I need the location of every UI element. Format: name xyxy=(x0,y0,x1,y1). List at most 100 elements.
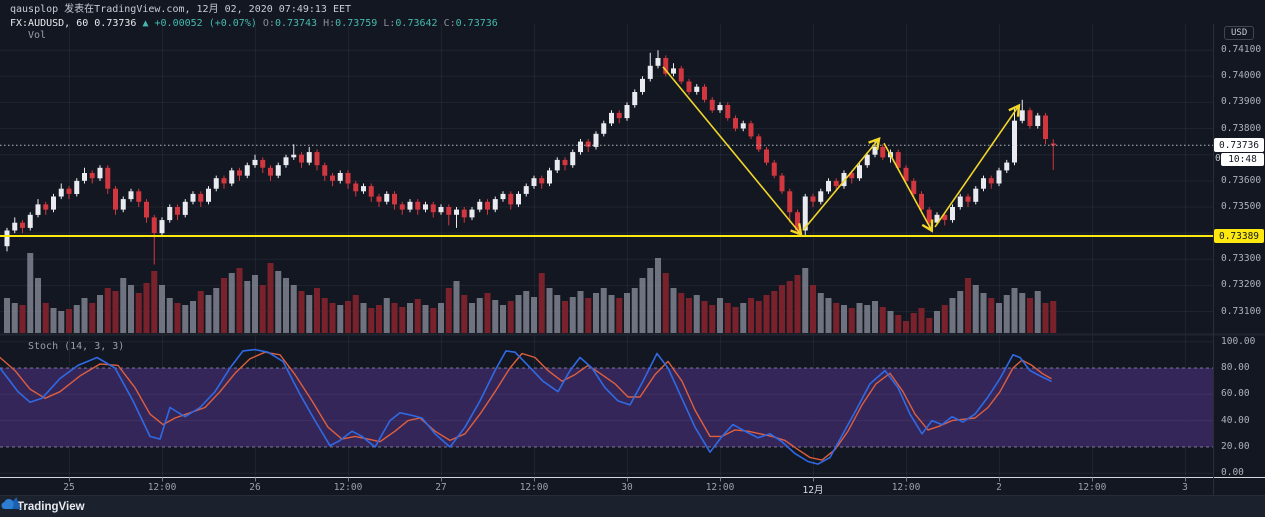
candle-body xyxy=(213,178,219,189)
candle-body xyxy=(919,193,924,210)
volume-bar xyxy=(1027,298,1033,333)
volume-bar xyxy=(616,298,623,333)
candle-body xyxy=(826,180,831,192)
candle-body xyxy=(415,201,421,210)
time-axis-label: 2 xyxy=(996,482,1002,493)
volume-bar xyxy=(841,305,847,333)
candle-body xyxy=(159,220,165,234)
candle-body xyxy=(802,196,808,231)
trend-arrow[interactable] xyxy=(802,137,881,231)
volume-bar xyxy=(949,298,956,333)
candle-body xyxy=(353,183,359,192)
volume-bar xyxy=(655,258,661,333)
volume-bar xyxy=(546,288,553,333)
currency-badge[interactable]: USD xyxy=(1224,26,1255,40)
candle-body xyxy=(926,209,932,223)
volume-bar xyxy=(368,308,375,333)
candle-body xyxy=(678,68,684,82)
candle-body xyxy=(89,173,95,179)
candle-body xyxy=(283,157,289,166)
time-axis-label: 12:00 xyxy=(519,482,549,493)
volume-bar xyxy=(817,293,824,333)
candle-body xyxy=(632,92,638,106)
candle-body xyxy=(988,178,994,184)
volume-bar xyxy=(926,318,933,333)
stoch-pane-label: Stoch (14, 3, 3) xyxy=(28,341,125,352)
volume-bar xyxy=(779,285,785,333)
volume-bar xyxy=(81,298,88,333)
candle-body xyxy=(1043,115,1048,139)
symbol-status-line: FX:AUDUSD, 60 0.73736 ▲ +0.00052 (+0.07%… xyxy=(10,18,498,29)
volume-bar xyxy=(182,305,189,333)
candle-body xyxy=(198,193,204,202)
time-axis-label: 27 xyxy=(435,482,447,493)
candle-body xyxy=(74,180,80,194)
price-axis-label: 0.73300 xyxy=(1221,253,1262,264)
volume-bar xyxy=(763,295,770,333)
time-axis-label: 12:00 xyxy=(333,482,363,493)
volume-bar xyxy=(283,278,289,333)
candle-body xyxy=(128,191,134,200)
candle-body xyxy=(423,204,428,210)
volume-bar xyxy=(306,295,313,333)
candle-body xyxy=(810,196,816,202)
candle-body xyxy=(764,149,769,163)
candle-body xyxy=(182,201,188,215)
candle-body xyxy=(407,201,413,210)
candle-body xyxy=(756,136,762,150)
candle-body xyxy=(671,68,676,74)
volume-bar xyxy=(910,313,917,333)
candle-body xyxy=(593,133,599,147)
trend-arrow[interactable] xyxy=(883,142,934,233)
candle-body xyxy=(942,214,948,220)
volume-bar xyxy=(1034,291,1041,333)
volume-bar xyxy=(97,295,103,333)
volume-bar xyxy=(4,298,10,333)
volume-bar xyxy=(693,295,700,333)
volume-bar xyxy=(631,288,638,333)
volume-bar xyxy=(771,291,778,333)
candle-body xyxy=(151,217,157,234)
volume-bar xyxy=(717,298,723,333)
stoch-axis-label: 40.00 xyxy=(1221,415,1250,426)
volume-bar xyxy=(391,303,398,333)
volume-bar xyxy=(972,285,979,333)
volume-bar xyxy=(856,303,863,333)
candle-body xyxy=(113,188,118,210)
volume-bar xyxy=(732,307,739,333)
volume-bar xyxy=(360,303,367,333)
candle-body xyxy=(82,173,87,181)
candle-body xyxy=(818,191,824,202)
trend-arrow[interactable] xyxy=(934,103,1021,228)
volume-bar xyxy=(577,291,584,333)
volume-bar xyxy=(709,305,716,333)
candle-body xyxy=(973,188,979,202)
volume-bar xyxy=(903,321,909,333)
candle-body xyxy=(740,123,746,129)
volume-bar xyxy=(639,278,646,333)
volume-bar xyxy=(957,291,964,333)
candle-body xyxy=(857,165,862,179)
candle-body xyxy=(27,214,33,228)
candle-body xyxy=(694,86,700,92)
candle-body xyxy=(578,141,583,153)
symbol-title[interactable]: FX:AUDUSD, 60 0.73736 xyxy=(10,18,137,29)
low-value: 0.73642 xyxy=(395,18,438,29)
volume-bar xyxy=(414,299,421,333)
volume-bar xyxy=(794,275,801,333)
candle-body xyxy=(1012,120,1017,163)
candle-body xyxy=(981,178,986,189)
candle-body xyxy=(105,167,111,189)
candle-body xyxy=(609,112,614,124)
brand-name[interactable]: TradingView xyxy=(17,501,85,513)
volume-bar xyxy=(895,315,902,333)
volume-bar xyxy=(500,305,506,333)
trend-arrow[interactable] xyxy=(662,66,803,237)
volume-bar xyxy=(918,308,925,333)
volume-bar xyxy=(290,285,297,333)
volume-bar xyxy=(205,295,212,333)
close-value: 0.73736 xyxy=(455,18,498,29)
candle-body xyxy=(516,193,521,205)
candle-body xyxy=(795,212,800,231)
